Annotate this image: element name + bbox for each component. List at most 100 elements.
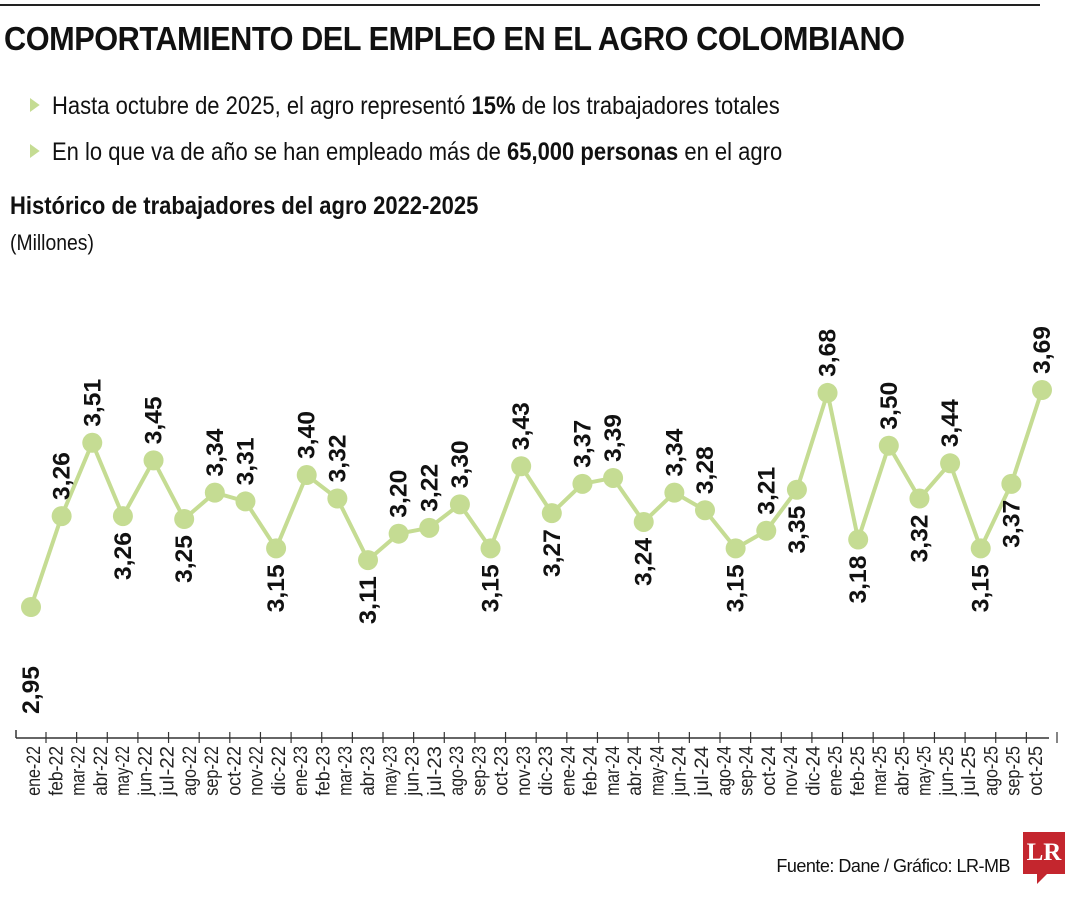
x-tick-label: ene-24: [558, 746, 579, 796]
x-tick-label: sep-22: [202, 746, 223, 796]
x-tick-label: sep-24: [737, 746, 758, 796]
x-tick-label: feb-22: [46, 746, 67, 796]
data-label: 3,37: [998, 500, 1025, 548]
data-label: 3,30: [447, 440, 474, 488]
data-label: 3,20: [386, 470, 413, 518]
lr-logo: LR: [1023, 832, 1065, 884]
x-tick-label: jul-25: [959, 746, 980, 797]
x-tick-label: sep-23: [469, 746, 490, 796]
x-tick-label: feb-25: [848, 746, 869, 796]
data-label: 3,15: [968, 564, 995, 612]
x-tick-label: abr-23: [358, 746, 379, 796]
top-rule: [0, 4, 1040, 6]
data-point: [572, 473, 593, 494]
data-point: [817, 382, 838, 403]
x-tick-label: feb-23: [313, 746, 334, 796]
data-point: [511, 456, 532, 477]
x-tick-label: abr-25: [892, 746, 913, 796]
x-tick-label: jun-25: [937, 746, 958, 797]
data-label: 3,11: [355, 576, 382, 624]
x-tick-label: ene-23: [291, 746, 312, 796]
data-label: 3,34: [202, 428, 229, 477]
x-tick-label: may-24: [647, 746, 668, 796]
x-tick-label: jul-24: [692, 746, 713, 797]
page-title: COMPORTAMIENTO DEL EMPLEO EN EL AGRO COL…: [4, 20, 905, 57]
data-label: 3,15: [478, 564, 505, 612]
chart-title: Histórico de trabajadores del agro 2022-…: [10, 192, 479, 220]
data-point: [358, 550, 378, 571]
x-tick-label: mar-24: [603, 746, 624, 796]
data-point: [541, 503, 562, 524]
x-tick-label: oct-24: [759, 746, 780, 796]
data-point: [1001, 473, 1022, 494]
data-label: 3,39: [600, 414, 627, 462]
x-tick-label: ago-24: [714, 746, 735, 796]
bullet-text: de los trabajadores totales: [515, 92, 780, 120]
data-point: [970, 538, 991, 559]
data-label: 3,34: [661, 428, 688, 477]
data-label: 3,43: [508, 402, 535, 450]
data-label: 3,18: [845, 556, 872, 604]
data-point: [695, 500, 715, 521]
x-tick-label: may-25: [915, 746, 936, 796]
x-tick-label: jun-23: [403, 746, 424, 797]
data-point: [878, 435, 899, 456]
x-tick-label: oct-22: [224, 746, 245, 796]
x-tick-label: jul-22: [158, 746, 179, 797]
x-tick-label: jul-23: [425, 746, 446, 797]
x-tick-label: dic-22: [269, 746, 290, 796]
chart-units: (Millones): [10, 230, 94, 255]
x-tick-label: abr-24: [625, 746, 646, 796]
data-point: [603, 467, 624, 488]
data-label: 3,24: [631, 537, 658, 586]
x-tick-label: ago-22: [180, 746, 201, 796]
x-tick-label: ene-25: [826, 746, 847, 796]
data-point: [82, 432, 103, 453]
x-tick-label: may-23: [380, 746, 401, 796]
data-point: [143, 450, 164, 471]
data-label: 3,51: [79, 379, 106, 427]
data-label: 3,27: [539, 529, 566, 577]
x-tick-label: ago-23: [447, 746, 468, 796]
data-point: [909, 488, 930, 509]
data-label: 3,37: [569, 420, 596, 468]
data-point: [419, 517, 440, 538]
bullet-text: En lo que va de año se han empleado más …: [52, 138, 507, 166]
x-tick-label: ene-22: [24, 746, 45, 796]
data-label: 3,50: [876, 382, 903, 430]
triangle-bullet-icon: [30, 144, 40, 158]
data-label: 3,25: [171, 535, 198, 583]
bullet-2: En lo que va de año se han empleado más …: [30, 138, 782, 167]
data-point: [266, 538, 287, 559]
data-point: [480, 538, 501, 559]
data-label: 3,69: [1029, 326, 1056, 374]
data-label: 3,21: [753, 467, 780, 515]
x-tick-label: may-22: [113, 746, 134, 796]
data-point: [388, 523, 409, 544]
x-tick-label: mar-23: [336, 746, 357, 796]
x-tick-label: ago-25: [981, 746, 1002, 796]
x-tick-label: nov-24: [781, 746, 802, 796]
data-point: [633, 511, 654, 532]
data-label: 3,15: [723, 564, 750, 612]
source-note: Fuente: Dane / Gráfico: LR-MB: [776, 856, 1010, 876]
x-tick-label: abr-22: [91, 746, 112, 796]
data-point: [327, 488, 348, 509]
x-tick-label: oct-25: [1026, 746, 1047, 796]
bullet-text: Hasta octubre de 2025, el agro represent…: [52, 92, 472, 120]
data-label: 3,26: [49, 452, 76, 500]
data-point: [235, 491, 256, 512]
data-point: [725, 538, 746, 559]
triangle-bullet-icon: [30, 98, 40, 112]
data-label: 3,68: [815, 329, 842, 377]
x-tick-label: nov-23: [514, 746, 535, 796]
data-label: 3,22: [416, 464, 443, 512]
data-point: [664, 482, 685, 503]
x-tick-label: mar-22: [69, 746, 90, 796]
x-tick-label: mar-25: [870, 746, 891, 796]
data-label: 3,35: [784, 506, 811, 554]
data-label: 3,28: [692, 446, 719, 494]
x-tick-label: dic-23: [536, 746, 557, 796]
x-tick-label: nov-22: [247, 746, 268, 796]
